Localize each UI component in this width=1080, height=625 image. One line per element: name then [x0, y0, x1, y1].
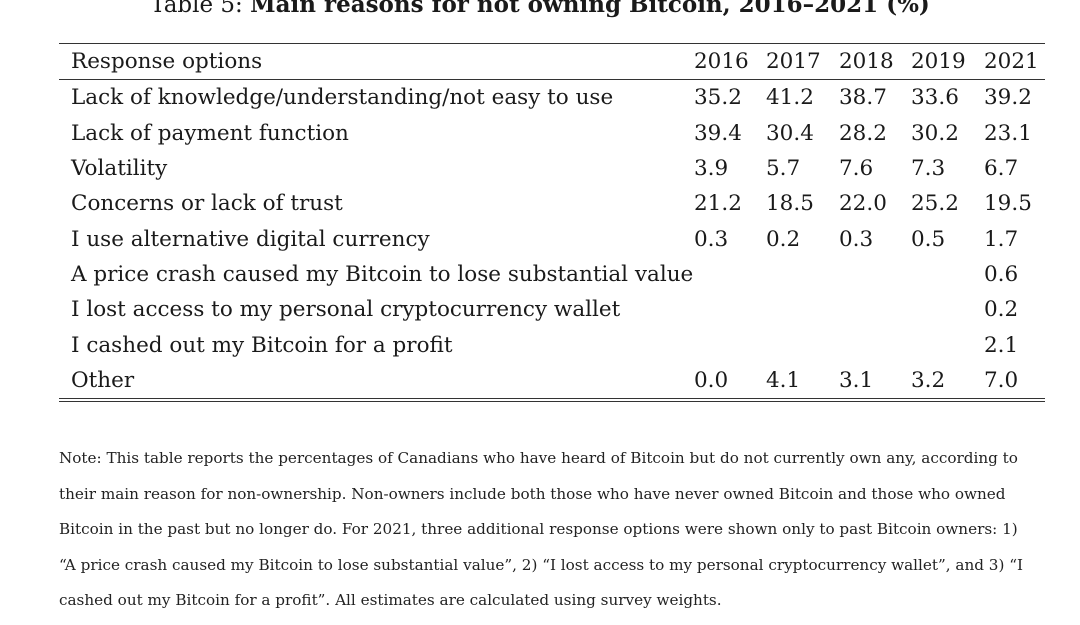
- cell-2017: 4.1: [766, 367, 801, 393]
- cell-2019: 25.2: [911, 191, 959, 217]
- cell-2021: 19.5: [984, 191, 1032, 217]
- cell-2017: [766, 327, 839, 362]
- cell-2019: 0.5: [911, 226, 946, 252]
- table-note: Note: This table reports the percentages…: [59, 449, 1023, 609]
- table-header: Response options 2016 2017 2018 2019 202…: [59, 43, 1045, 80]
- cell-2016: 21.2: [694, 191, 742, 217]
- table-caption: Table 5: Main reasons for not owning Bit…: [0, 0, 1080, 19]
- cell-2019: 30.2: [911, 120, 959, 146]
- table-row: I use alternative digital currency 0.3 0…: [59, 221, 1045, 256]
- cell-2018: 7.6: [839, 156, 874, 182]
- cell-2018: [839, 292, 911, 327]
- cell-2017: 30.4: [766, 120, 814, 146]
- row-label: I lost access to my personal cryptocurre…: [71, 297, 621, 323]
- header-year-2016: 2016: [694, 49, 749, 75]
- row-label: Volatility: [71, 156, 168, 182]
- cell-2021: 0.6: [984, 261, 1019, 287]
- cell-2016: 35.2: [694, 85, 742, 111]
- cell-2021: 6.7: [984, 156, 1019, 182]
- header-response-options: Response options: [71, 49, 263, 75]
- cell-2019: 33.6: [911, 85, 959, 111]
- header-year-2018: 2018: [839, 49, 894, 75]
- cell-2019: [911, 257, 984, 292]
- row-label: Lack of knowledge/understanding/not easy…: [71, 85, 614, 111]
- row-label: Lack of payment function: [71, 120, 349, 146]
- table-row: Lack of knowledge/understanding/not easy…: [59, 80, 1045, 116]
- cell-2017: 0.2: [766, 226, 801, 252]
- cell-2021: 23.1: [984, 120, 1032, 146]
- table-row: A price crash caused my Bitcoin to lose …: [59, 257, 1045, 292]
- table-row: Concerns or lack of trust 21.2 18.5 22.0…: [59, 186, 1045, 221]
- cell-2017: [766, 257, 839, 292]
- cell-2016: [694, 257, 766, 292]
- caption-title: Main reasons for not owning Bitcoin, 201…: [250, 0, 930, 18]
- cell-2016: 3.9: [694, 156, 729, 182]
- table-body: Lack of knowledge/understanding/not easy…: [59, 80, 1045, 400]
- cell-2018: [839, 257, 911, 292]
- cell-2021: 1.7: [984, 226, 1019, 252]
- cell-2021: 2.1: [984, 332, 1019, 358]
- cell-2021: 7.0: [984, 367, 1019, 393]
- cell-2019: [911, 292, 984, 327]
- header-year-2021: 2021: [984, 49, 1039, 75]
- cell-2016: 39.4: [694, 120, 742, 146]
- cell-2016: [694, 292, 766, 327]
- cell-2017: 5.7: [766, 156, 801, 182]
- cell-2017: 18.5: [766, 191, 814, 217]
- header-year-2019: 2019: [911, 49, 966, 75]
- cell-2018: 3.1: [839, 367, 874, 393]
- cell-2016: [694, 327, 766, 362]
- cell-2018: 0.3: [839, 226, 874, 252]
- cell-2018: 28.2: [839, 120, 887, 146]
- cell-2019: 3.2: [911, 367, 946, 393]
- caption-prefix: Table 5:: [150, 0, 251, 18]
- table-row: Lack of payment function 39.4 30.4 28.2 …: [59, 116, 1045, 151]
- cell-2016: 0.0: [694, 367, 729, 393]
- cell-2019: [911, 327, 984, 362]
- cell-2019: 7.3: [911, 156, 946, 182]
- table-container: Response options 2016 2017 2018 2019 202…: [59, 43, 1045, 402]
- cell-2018: 22.0: [839, 191, 887, 217]
- row-label: Concerns or lack of trust: [71, 191, 343, 217]
- row-label: I cashed out my Bitcoin for a profit: [71, 332, 453, 358]
- cell-2017: 41.2: [766, 85, 814, 111]
- cell-2021: 0.2: [984, 297, 1019, 323]
- table-row: I lost access to my personal cryptocurre…: [59, 292, 1045, 327]
- row-label: Other: [71, 367, 135, 393]
- table-row: I cashed out my Bitcoin for a profit 2.1: [59, 327, 1045, 362]
- header-year-2017: 2017: [766, 49, 821, 75]
- cell-2017: [766, 292, 839, 327]
- row-label: A price crash caused my Bitcoin to lose …: [71, 261, 694, 287]
- table-row: Volatility 3.9 5.7 7.6 7.3 6.7: [59, 151, 1045, 186]
- table-row: Other 0.0 4.1 3.1 3.2 7.0: [59, 363, 1045, 400]
- row-label: I use alternative digital currency: [71, 226, 430, 252]
- cell-2018: [839, 327, 911, 362]
- cell-2016: 0.3: [694, 226, 729, 252]
- cell-2018: 38.7: [839, 85, 887, 111]
- reasons-table: Response options 2016 2017 2018 2019 202…: [59, 43, 1045, 402]
- header-row: Response options 2016 2017 2018 2019 202…: [59, 43, 1045, 80]
- cell-2021: 39.2: [984, 85, 1032, 111]
